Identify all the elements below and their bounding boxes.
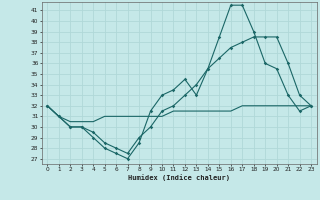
X-axis label: Humidex (Indice chaleur): Humidex (Indice chaleur) bbox=[128, 174, 230, 181]
